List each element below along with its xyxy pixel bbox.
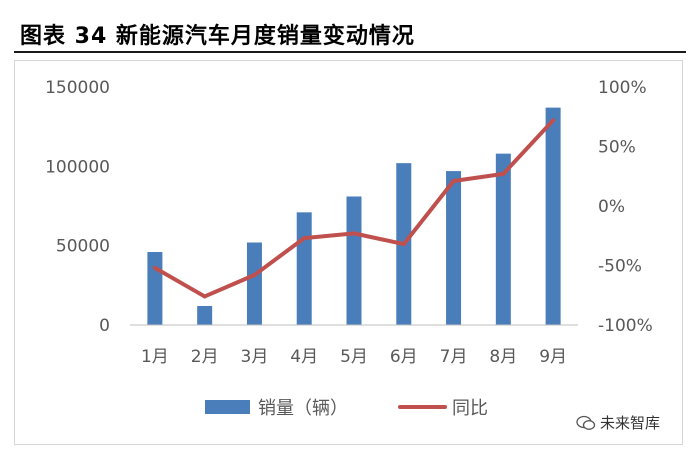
bar — [147, 252, 163, 325]
bar — [197, 305, 213, 325]
left-tick-label: 100000 — [45, 157, 110, 177]
chart-frame — [14, 60, 683, 445]
yoy-point — [302, 236, 307, 241]
legend-bar-swatch — [205, 400, 250, 414]
left-tick-label: 0 — [99, 316, 110, 336]
right-tick-label: 100% — [598, 78, 647, 98]
bar — [545, 107, 561, 325]
x-tick-label: 4月 — [290, 347, 318, 367]
watermark: 未来智库 — [576, 412, 660, 433]
bar — [446, 171, 462, 325]
x-tick-label: 3月 — [241, 347, 269, 367]
title-divider — [14, 51, 686, 53]
x-tick-label: 8月 — [489, 347, 517, 367]
legend-line-label: 同比 — [452, 398, 488, 419]
yoy-point — [551, 118, 556, 123]
right-tick-label: 0% — [598, 197, 625, 217]
legend: 销量（辆） 同比 — [205, 398, 488, 419]
yoy-point — [352, 231, 356, 236]
left-axis: 0 50000 100000 150000 — [45, 78, 110, 336]
bar — [246, 242, 262, 325]
x-tick-label: 2月 — [191, 347, 219, 367]
x-tick-label: 5月 — [340, 347, 368, 367]
watermark-text: 未来智库 — [600, 414, 661, 432]
right-tick-label: -100% — [598, 316, 653, 336]
right-tick-label: -50% — [598, 257, 642, 277]
yoy-point — [451, 179, 456, 184]
x-tick-label: 7月 — [440, 347, 468, 367]
yoy-point — [202, 294, 207, 299]
x-tick-label: 9月 — [539, 347, 567, 367]
wechat-icon — [576, 415, 596, 430]
x-tick-label: 6月 — [390, 347, 418, 367]
yoy-point — [152, 265, 157, 270]
figure-title: 图表 34 新能源汽车月度销量变动情况 — [20, 24, 415, 49]
right-axis: -100% -50% 0% 50% 100% — [598, 78, 653, 336]
legend-bar-label: 销量（辆） — [258, 398, 348, 419]
x-tick-label: 1月 — [141, 347, 169, 367]
left-tick-label: 50000 — [56, 237, 110, 257]
yoy-point — [401, 242, 406, 247]
bar — [296, 212, 312, 325]
bar — [495, 153, 511, 325]
line-series — [152, 118, 556, 299]
yoy-point — [501, 171, 506, 176]
x-axis-labels: 1月 2月 3月 4月 5月 6月 7月 8月 9月 — [141, 347, 567, 367]
bar — [346, 196, 362, 325]
left-tick-label: 150000 — [45, 78, 110, 98]
right-tick-label: 50% — [598, 138, 636, 158]
yoy-point — [252, 273, 257, 278]
